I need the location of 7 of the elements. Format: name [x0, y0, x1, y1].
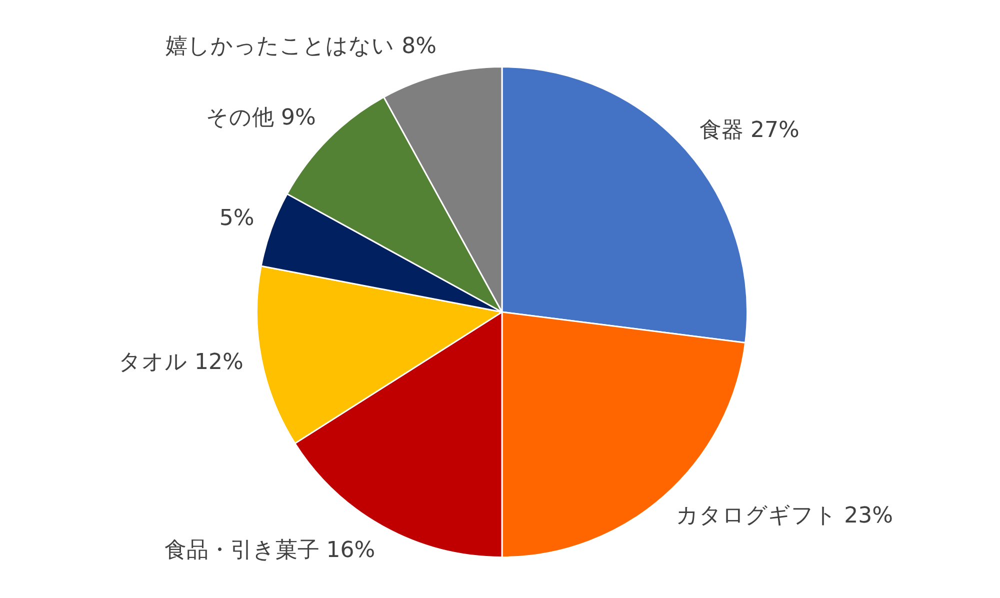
slice-label: 嬉しかったことはない 8%	[166, 34, 437, 60]
slice-label: 食品・引き菓子 16%	[164, 538, 376, 564]
slice-label: 食器 27%	[699, 118, 800, 144]
slice-label: カタログギフト 23%	[676, 504, 893, 529]
data-label: 5%	[219, 206, 254, 232]
slice-label: タオル 12%	[118, 350, 244, 375]
slice-label: その他 9%	[206, 106, 316, 130]
